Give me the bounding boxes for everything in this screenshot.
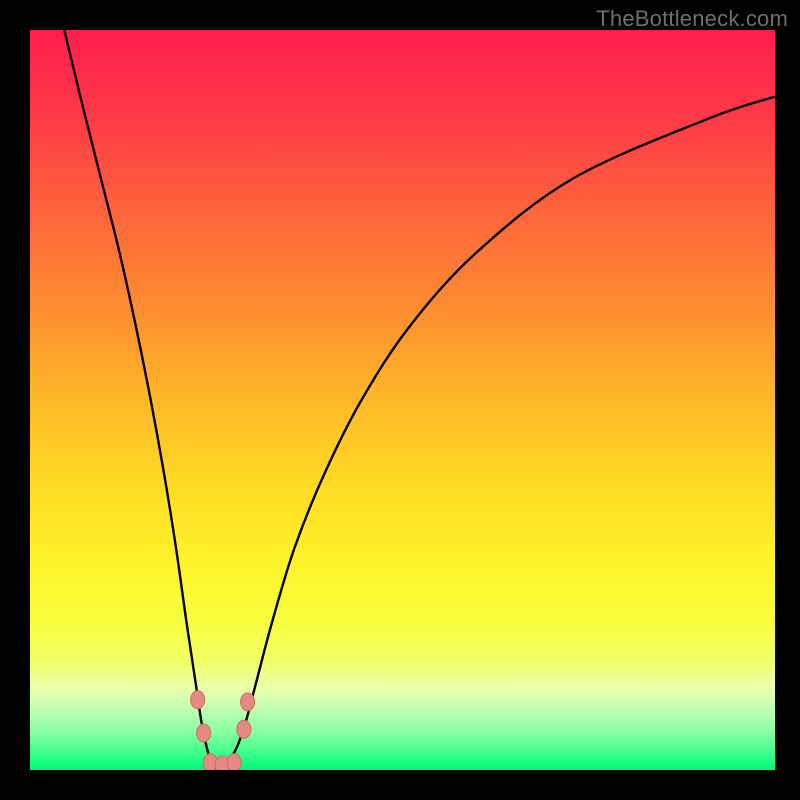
watermark: TheBottleneck.com [596, 6, 788, 32]
data-marker [241, 693, 255, 711]
data-marker [191, 691, 205, 709]
chart-svg [30, 30, 775, 770]
chart-plot-area [30, 30, 775, 770]
data-marker [227, 754, 241, 770]
data-marker [237, 720, 251, 738]
chart-background [30, 30, 775, 770]
data-marker [197, 724, 211, 742]
